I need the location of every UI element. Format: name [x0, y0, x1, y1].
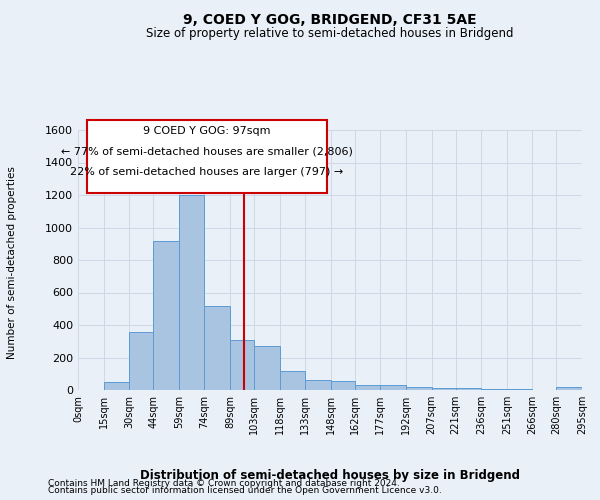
- Bar: [230, 340, 254, 390]
- Bar: [153, 240, 179, 390]
- Bar: [254, 346, 280, 390]
- Text: 9 COED Y GOG: 97sqm: 9 COED Y GOG: 97sqm: [143, 126, 271, 136]
- Text: ← 77% of semi-detached houses are smaller (2,806): ← 77% of semi-detached houses are smalle…: [61, 146, 353, 156]
- Bar: [406, 387, 431, 390]
- Bar: [205, 306, 230, 390]
- Text: Contains HM Land Registry data © Crown copyright and database right 2024.: Contains HM Land Registry data © Crown c…: [48, 478, 400, 488]
- Text: Number of semi-detached properties: Number of semi-detached properties: [7, 166, 17, 359]
- Text: Contains public sector information licensed under the Open Government Licence v3: Contains public sector information licen…: [48, 486, 442, 495]
- Bar: [331, 381, 355, 390]
- Bar: [556, 387, 582, 390]
- Bar: [481, 389, 507, 390]
- Bar: [431, 388, 455, 390]
- Bar: [179, 195, 205, 390]
- Bar: [305, 380, 331, 390]
- Bar: [280, 370, 305, 390]
- Text: Distribution of semi-detached houses by size in Bridgend: Distribution of semi-detached houses by …: [140, 468, 520, 481]
- Bar: [507, 389, 532, 390]
- Bar: [104, 382, 129, 390]
- Bar: [380, 385, 406, 390]
- Bar: [455, 388, 481, 390]
- Text: 9, COED Y GOG, BRIDGEND, CF31 5AE: 9, COED Y GOG, BRIDGEND, CF31 5AE: [183, 12, 477, 26]
- Bar: [355, 385, 380, 390]
- Bar: [129, 332, 153, 390]
- Text: 22% of semi-detached houses are larger (797) →: 22% of semi-detached houses are larger (…: [70, 168, 344, 177]
- Text: Size of property relative to semi-detached houses in Bridgend: Size of property relative to semi-detach…: [146, 28, 514, 40]
